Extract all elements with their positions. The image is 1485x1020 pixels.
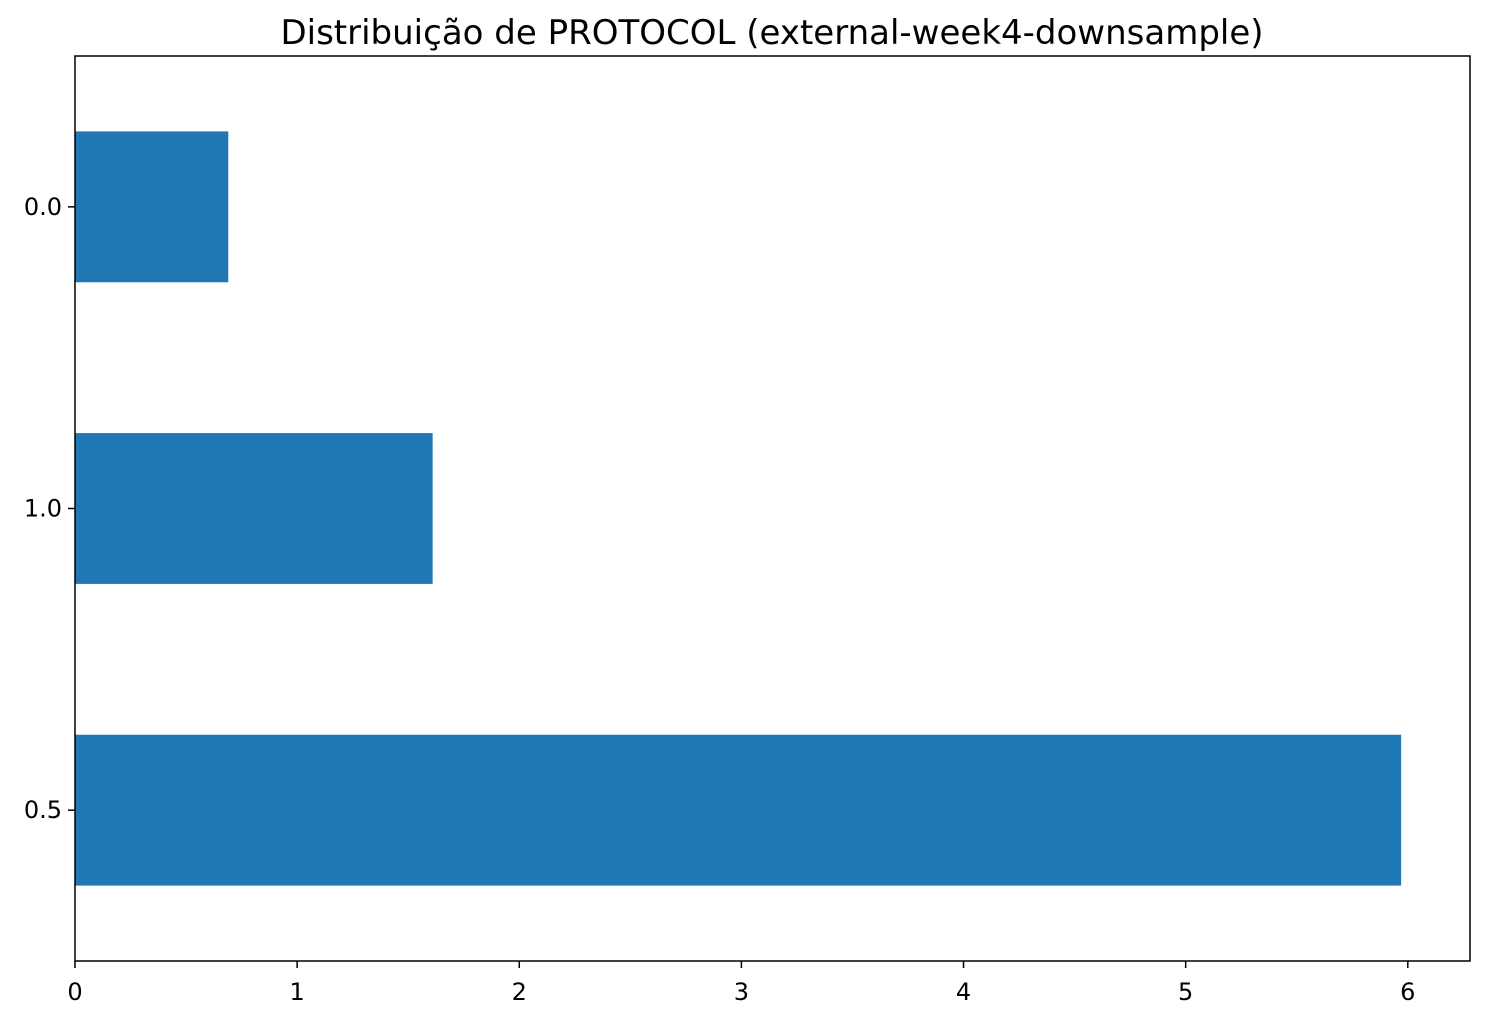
x-tick-label: 4	[956, 978, 971, 1006]
x-tick-label: 1	[289, 978, 304, 1006]
bar-0.0	[75, 131, 229, 283]
x-tick-label: 6	[1400, 978, 1415, 1006]
bar-0.5	[75, 734, 1402, 886]
chart-title: Distribuição de PROTOCOL (external-week4…	[280, 13, 1263, 53]
y-tick-label: 0.5	[24, 796, 62, 824]
x-tick-label: 2	[512, 978, 527, 1006]
x-tick-label: 0	[67, 978, 82, 1006]
y-tick-label: 1.0	[24, 495, 62, 523]
bar-1.0	[75, 433, 433, 584]
plot-area: 0.0 1.0 0.5 0 1 2 3 4 5 6	[24, 131, 1415, 1006]
x-tick-label: 3	[734, 978, 749, 1006]
y-tick-label: 0.0	[24, 193, 62, 221]
x-tick-label: 5	[1178, 978, 1193, 1006]
plot-frame	[74, 55, 1471, 962]
